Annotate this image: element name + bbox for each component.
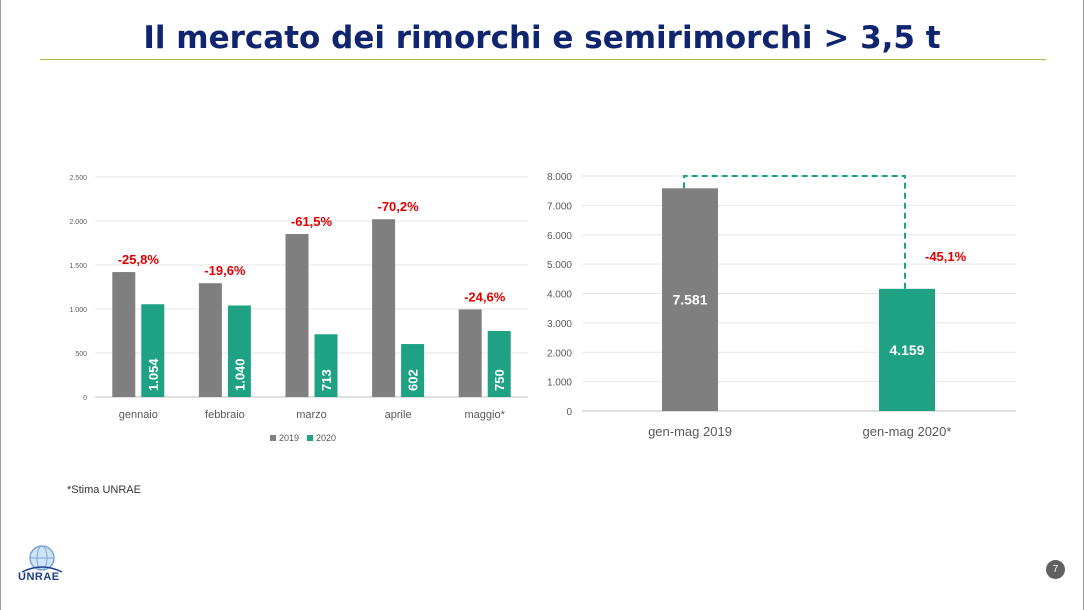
x-tick-label: maggio* xyxy=(465,409,506,421)
bar-total xyxy=(662,188,718,411)
x-tick-label: aprile xyxy=(385,409,412,421)
bar-2020 xyxy=(141,304,165,397)
y-tick-label: 1.500 xyxy=(69,263,87,270)
bar-value-label: 602 xyxy=(406,369,421,391)
bar-2019 xyxy=(198,283,222,397)
y-tick-label: 0 xyxy=(83,395,87,402)
bar-2020 xyxy=(314,334,338,397)
monthly-bar-chart: 0 500 1.000 1.500 2.000 2.500 1.054 -25,8% genna… xyxy=(69,175,528,443)
footnote: *Stima UNRAE xyxy=(67,484,141,496)
bar-value-label: 750 xyxy=(492,369,507,391)
y-tick-label: 1.000 xyxy=(547,378,572,389)
y-tick-label: 2.000 xyxy=(547,348,572,359)
bar-2019 xyxy=(285,234,309,397)
change-percent-label: -19,6% xyxy=(204,263,246,278)
title-divider xyxy=(40,59,1046,60)
y-tick-label: 7.000 xyxy=(547,201,572,212)
y-tick-label: 4.000 xyxy=(547,290,572,301)
legend-label-2019: 2019 xyxy=(279,433,299,443)
y-tick-label: 500 xyxy=(75,351,87,358)
slide-border-left xyxy=(0,0,1,610)
cumulative-bar-chart: 0 1.000 2.000 3.000 4.000 5.000 6.000 7.000 8.00… xyxy=(547,172,1016,439)
bar-2020 xyxy=(401,344,425,397)
unrae-logo xyxy=(21,545,63,573)
bar-value-label: 713 xyxy=(319,369,334,391)
y-tick-label: 5.000 xyxy=(547,260,572,271)
legend-swatch-2020 xyxy=(307,435,313,441)
logo-text: UNRAE xyxy=(18,571,60,583)
x-tick-label: gen-mag 2019 xyxy=(648,424,732,439)
bar-2020 xyxy=(487,331,511,397)
legend-swatch-2019 xyxy=(270,435,276,441)
x-tick-label: gen-mag 2020* xyxy=(863,424,952,439)
bar-2019 xyxy=(458,309,482,397)
x-tick-label: gennaio xyxy=(119,409,158,421)
page-number-badge: 7 xyxy=(1046,560,1065,579)
y-tick-label: 6.000 xyxy=(547,231,572,242)
y-tick-label: 3.000 xyxy=(547,319,572,330)
bar-value-label: 7.581 xyxy=(672,292,707,308)
bar-value-label: 1.040 xyxy=(232,358,247,391)
legend-label-2020: 2020 xyxy=(316,433,336,443)
x-tick-label: marzo xyxy=(296,409,327,421)
change-connector xyxy=(683,175,906,289)
slide-title: Il mercato dei rimorchi e semirimorchi >… xyxy=(143,20,941,56)
y-tick-label: 1.000 xyxy=(69,307,87,314)
bar-2020 xyxy=(227,305,251,397)
change-percent-label: -24,6% xyxy=(464,289,506,304)
y-tick-label: 2.000 xyxy=(69,219,87,226)
bar-value-label: 1.054 xyxy=(146,358,161,391)
bar-2019 xyxy=(112,272,136,397)
change-percent-label: -25,8% xyxy=(118,252,160,267)
change-percent-label: -70,2% xyxy=(377,199,419,214)
bar-total xyxy=(879,288,935,411)
x-tick-label: febbraio xyxy=(205,409,245,421)
y-tick-label: 2.500 xyxy=(69,175,87,182)
y-tick-label: 0 xyxy=(566,407,572,418)
bar-value-label: 4.159 xyxy=(889,342,924,358)
y-tick-label: 8.000 xyxy=(547,172,572,183)
change-percent-label: -61,5% xyxy=(291,214,333,229)
bar-2019 xyxy=(372,219,396,397)
change-percent-label: -45,1% xyxy=(925,249,967,264)
